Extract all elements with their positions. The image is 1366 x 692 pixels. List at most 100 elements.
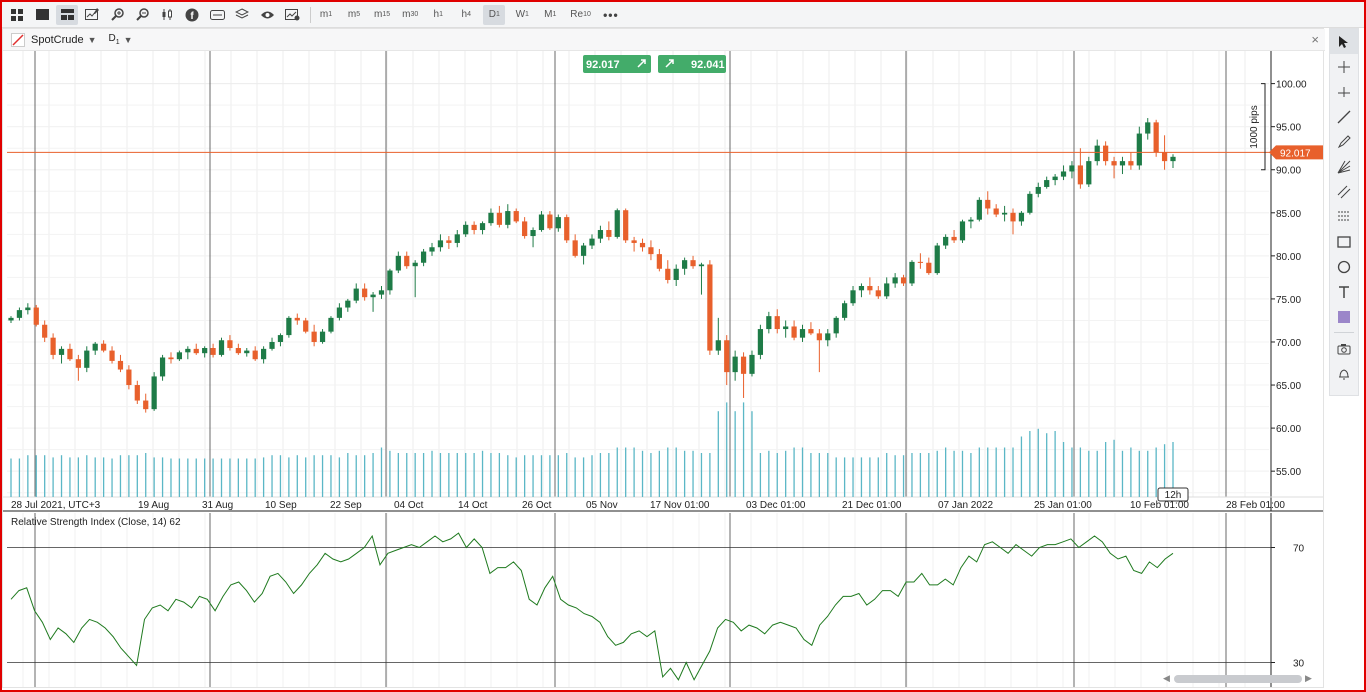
price-axis[interactable]: 100.00 95.00 90.00 85.00 80.00 75.00 70.00 65.0… (1249, 80, 1323, 479)
candles-icon[interactable] (156, 5, 178, 25)
timeframe-label: h (461, 9, 468, 20)
candle (1128, 152, 1134, 170)
candle-body (1077, 165, 1083, 185)
timeframe-Re10[interactable]: Re 10 (567, 5, 594, 25)
symbol-selector[interactable]: SpotCrude (31, 33, 84, 46)
candle (850, 286, 856, 306)
timeframe-selector[interactable]: D1 (108, 33, 120, 46)
layout-single-icon[interactable] (31, 5, 53, 25)
price-tick-label: 90.00 (1276, 166, 1301, 177)
indicator-icon[interactable]: f (181, 5, 203, 25)
candle-body (850, 290, 856, 304)
candle (1153, 119, 1159, 157)
fibonacci-retracement-icon[interactable] (1330, 204, 1358, 229)
svg-text:f: f (190, 11, 194, 22)
scroll-left-icon[interactable]: ◀ (1163, 673, 1170, 683)
candle-body (446, 240, 452, 243)
candle-body (429, 247, 435, 252)
candle-body (25, 307, 31, 311)
timeframe-m15[interactable]: m 15 (371, 5, 393, 25)
candle (555, 214, 561, 232)
candle-body (522, 221, 528, 237)
candle-body (530, 230, 536, 237)
candle-body (1060, 171, 1067, 177)
more-options-button[interactable]: ••• (603, 7, 619, 22)
candle-body (269, 341, 275, 349)
templates-icon[interactable] (206, 5, 228, 25)
channel-icon[interactable] (1330, 179, 1358, 204)
rsi-tick-label: 70 (1293, 544, 1305, 555)
candle-body (33, 307, 39, 325)
chart-canvas[interactable]: 100.00 95.00 90.00 85.00 80.00 75.00 70.00 65.0… (3, 51, 1323, 687)
candle (25, 303, 31, 315)
candle (16, 307, 23, 321)
symbol-dropdown-icon[interactable]: ▼ (87, 34, 97, 45)
color-picker-icon[interactable] (1330, 304, 1358, 329)
candle (496, 205, 502, 228)
timeframe-m30[interactable]: m 30 (399, 5, 421, 25)
layers-icon[interactable] (231, 5, 253, 25)
brush-icon[interactable] (1330, 129, 1358, 154)
candle (580, 242, 587, 265)
candle (193, 343, 199, 355)
candle-body (833, 317, 839, 334)
candle (33, 304, 39, 327)
candle-body (210, 348, 216, 355)
candle (791, 320, 797, 341)
horizontal-line-icon[interactable] (1330, 79, 1358, 104)
timeframe-label: m (402, 9, 411, 20)
candle-body (614, 210, 620, 237)
candle (185, 346, 191, 360)
trend-line-icon[interactable] (1330, 104, 1358, 129)
candle-body (117, 360, 124, 370)
trend-line-tool-icon[interactable] (11, 32, 25, 47)
timeframe-sub-label: 10 (583, 11, 591, 18)
close-chart-button[interactable]: × (1311, 32, 1319, 47)
fibonacci-fan-icon[interactable] (1330, 154, 1358, 179)
current-price-label: 92.017 (1280, 148, 1311, 159)
candle-body (395, 255, 401, 271)
crosshair-icon[interactable] (1330, 54, 1358, 79)
candle-body (134, 385, 140, 401)
zoom-out-icon[interactable] (131, 5, 153, 25)
timeframe-dropdown-icon[interactable]: ▼ (123, 34, 133, 45)
ellipse-icon[interactable] (1330, 254, 1358, 279)
candle (740, 352, 747, 398)
candle (597, 225, 604, 243)
zoom-in-icon[interactable] (106, 5, 128, 25)
timeframe-sub-label: 15 (382, 11, 391, 18)
candle-body (75, 359, 81, 368)
rectangle-icon[interactable] (1330, 229, 1358, 254)
camera-icon[interactable] (1330, 336, 1358, 361)
candle (976, 197, 982, 222)
candle (429, 242, 435, 256)
text-tool-icon[interactable] (1330, 279, 1358, 304)
candle-body (378, 290, 385, 295)
cursor-arrow-icon[interactable] (1330, 29, 1358, 54)
layout-split-icon[interactable] (56, 4, 78, 25)
candle (665, 260, 671, 284)
candle-body (404, 255, 410, 267)
candle-body (218, 340, 225, 355)
sell-button[interactable]: 92.017 (583, 55, 651, 73)
buy-button[interactable]: 92.041 (658, 55, 726, 73)
layout-grid-icon[interactable] (6, 5, 28, 25)
horizontal-scrollbar[interactable] (1174, 675, 1302, 683)
scroll-right-icon[interactable]: ▶ (1305, 673, 1312, 683)
time-tick-label: 10 Feb 01:00 (1130, 500, 1189, 511)
candle (336, 303, 343, 321)
time-axis[interactable]: 28 Jul 2021, UTC+3 19 Aug 31 Aug 10 Sep 22 S… (11, 487, 1285, 511)
chart-settings-icon[interactable] (81, 5, 103, 25)
visibility-eye-icon[interactable] (256, 5, 278, 25)
alert-bell-icon[interactable] (1330, 361, 1358, 386)
candle-body (463, 224, 469, 235)
chart-edit-icon[interactable] (281, 5, 303, 25)
timeframe-sub-label: 5 (356, 11, 361, 18)
